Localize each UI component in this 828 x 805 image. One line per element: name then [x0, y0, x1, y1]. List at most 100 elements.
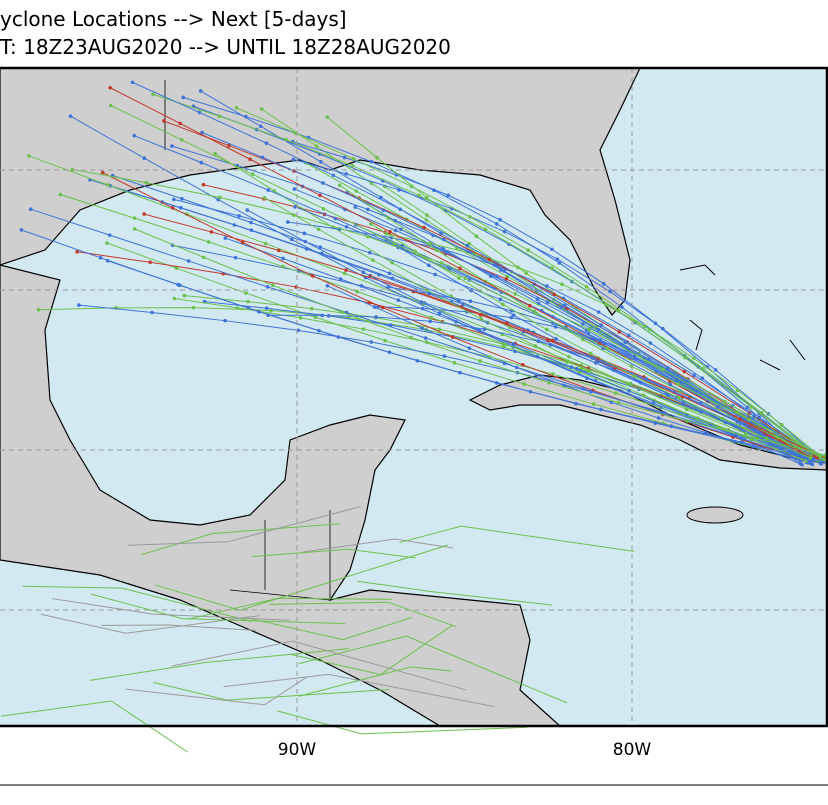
- track-point: [704, 430, 708, 435]
- track-point: [372, 305, 377, 309]
- track: [1, 700, 188, 753]
- track-point: [191, 305, 196, 310]
- track-point: [105, 241, 109, 245]
- islands: [679, 264, 806, 371]
- track-point: [550, 247, 554, 252]
- track-point: [584, 284, 589, 289]
- track-point: [286, 220, 290, 224]
- track-point: [632, 374, 637, 379]
- track-point: [469, 288, 474, 293]
- track-point: [319, 159, 323, 164]
- track-point: [593, 378, 598, 383]
- track-point: [269, 308, 273, 313]
- track-point: [310, 274, 315, 278]
- track-point: [264, 141, 269, 145]
- track-point: [420, 326, 424, 330]
- track-point: [148, 260, 152, 265]
- track-point: [353, 205, 358, 209]
- track-point: [559, 305, 563, 309]
- track-point: [344, 268, 348, 272]
- track-point: [106, 183, 110, 187]
- track-point: [550, 338, 555, 343]
- track-point: [477, 328, 482, 332]
- track-point: [604, 302, 608, 307]
- track-point: [599, 323, 603, 327]
- track: [252, 548, 416, 559]
- track-point: [379, 195, 383, 200]
- track-point: [487, 257, 491, 262]
- track-point: [613, 391, 618, 395]
- track-point: [200, 130, 204, 135]
- track-point: [248, 157, 252, 162]
- track-point: [387, 271, 392, 276]
- track-point: [344, 225, 349, 229]
- track-point: [750, 437, 754, 442]
- track-point: [442, 237, 446, 242]
- track-point: [369, 181, 374, 186]
- track-point: [386, 216, 391, 220]
- track-point: [310, 306, 314, 311]
- track-point: [498, 297, 503, 302]
- track-point: [501, 342, 505, 346]
- track-point: [723, 399, 727, 404]
- track-point: [437, 327, 442, 332]
- track-point: [244, 291, 248, 295]
- track-point: [764, 436, 769, 441]
- track-point: [700, 376, 705, 381]
- title-line: T: 18Z23AUG2020 --> UNTIL 18Z28AUG2020: [0, 35, 451, 59]
- track-point: [108, 103, 113, 108]
- track-point: [181, 95, 186, 100]
- track-point: [679, 380, 684, 384]
- track-point: [493, 263, 497, 268]
- graticule: [0, 68, 828, 726]
- track-point: [19, 228, 24, 232]
- track-point: [580, 337, 585, 342]
- track-point: [745, 405, 750, 410]
- track-point: [179, 138, 184, 142]
- track-point: [201, 255, 206, 260]
- track-point: [511, 313, 516, 317]
- track-point: [265, 285, 270, 289]
- track-point: [683, 355, 687, 360]
- track-point: [249, 220, 253, 225]
- track-point: [303, 239, 308, 244]
- track-point: [502, 229, 507, 234]
- track-point: [290, 237, 294, 242]
- track-point: [528, 303, 532, 308]
- track-point: [172, 296, 177, 301]
- track-point: [818, 461, 823, 466]
- track-point: [569, 365, 574, 369]
- track-point: [435, 248, 439, 252]
- track-point: [130, 80, 135, 85]
- track-point: [178, 283, 182, 288]
- track-point: [605, 346, 609, 351]
- track-point: [316, 227, 321, 232]
- track-point: [620, 305, 624, 309]
- track-point: [685, 407, 689, 412]
- track-point: [266, 188, 271, 192]
- storm-tracks: [1, 80, 828, 753]
- track: [91, 593, 346, 625]
- track-point: [281, 256, 285, 261]
- track-point: [182, 293, 187, 298]
- track-point: [375, 155, 379, 160]
- track-point: [351, 156, 356, 161]
- track-point: [501, 345, 506, 349]
- track-point: [674, 379, 679, 384]
- track-point: [629, 364, 634, 368]
- track-point: [425, 213, 429, 217]
- track-point: [432, 188, 436, 193]
- track-point: [27, 154, 31, 158]
- track-point: [682, 369, 687, 374]
- track-point: [522, 382, 526, 386]
- track-point: [293, 205, 297, 209]
- track: [155, 544, 448, 611]
- track-point: [446, 193, 451, 198]
- track-point: [246, 299, 250, 304]
- track-point: [535, 354, 540, 359]
- track-point: [197, 110, 202, 115]
- track-point: [701, 366, 705, 371]
- track: [223, 673, 496, 708]
- track-point: [498, 218, 502, 222]
